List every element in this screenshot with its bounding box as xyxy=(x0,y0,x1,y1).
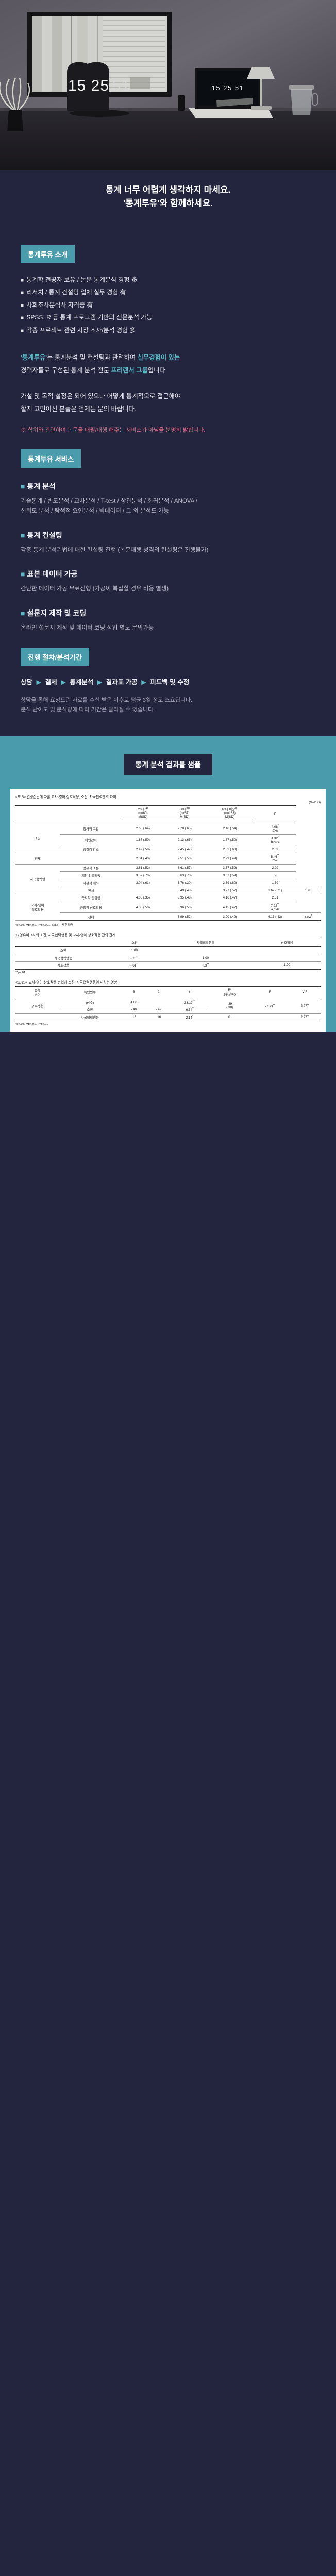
svg-text:15 25 51: 15 25 51 xyxy=(212,84,244,92)
svg-text:15 25: 15 25 xyxy=(68,77,109,94)
svg-text:51: 51 xyxy=(112,77,130,94)
